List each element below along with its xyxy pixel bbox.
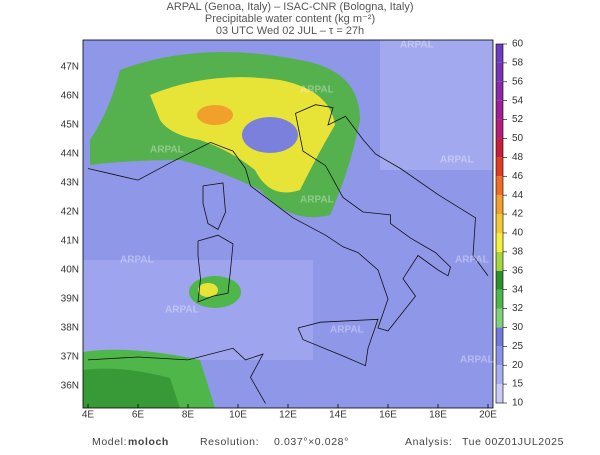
watermark: ARPAL [165,305,199,316]
colorbar-label: 25 [512,341,524,352]
colorbar-label: 32 [512,303,524,314]
lat-label: 43N [61,178,79,189]
colorbar-segment [496,251,503,271]
colorbar-label: 46 [512,171,524,182]
watermark: ARPAL [400,40,434,51]
colorbar-label: 50 [512,133,524,144]
lat-label: 38N [61,323,79,334]
colorbar-segment [496,365,503,385]
lon-label: 10E [229,410,247,421]
colorbar-segment [496,232,503,252]
watermark: ARPAL [440,155,474,166]
colorbar-segment [496,214,503,233]
header-line: 03 UTC Wed 02 JUL – τ = 27h [216,25,364,37]
field-region [242,117,298,153]
watermark: ARPAL [455,255,489,266]
watermark: ARPAL [300,195,334,206]
colorbar-segment [496,81,503,101]
colorbar-label: 40 [512,228,524,239]
colorbar-segment [496,62,503,82]
colorbar-label: 10 [512,398,524,409]
lon-label: 6E [132,410,145,421]
colorbar-segment [496,270,503,290]
lon-label: 20E [479,410,497,421]
colorbar-segment [496,289,503,309]
watermark: ARPAL [460,355,494,366]
lon-label: 16E [379,410,397,421]
colorbar-label: 36 [512,265,524,276]
footer-value: moloch [128,436,169,448]
coastlines [87,104,489,404]
colorbar-label: 34 [512,284,524,295]
field-region [197,105,233,125]
colorbar-segment [496,176,503,196]
coastline [87,347,266,404]
footer-label: Resolution: [200,436,259,448]
colorbar-segment [496,138,503,158]
colorbar-label: 30 [512,322,524,333]
field-region [198,283,218,297]
lat-label: 40N [61,265,79,276]
colorbar-label: 48 [512,152,524,163]
watermark: ARPAL [120,255,154,266]
coastline [202,182,226,230]
lat-label: 37N [61,352,79,363]
coastline [87,104,489,332]
field-region [83,260,313,360]
footer-value: 0.037°×0.028° [274,436,349,448]
lon-label: 8E [182,410,195,421]
colorbar-label: 15 [512,379,524,390]
colorbar-segment [496,100,503,120]
colorbar-segment [496,327,503,347]
colorbar-label: 44 [512,190,524,201]
watermark: ARPAL [150,145,184,156]
colorbar-label: 20 [512,360,524,371]
coastline [197,234,234,303]
colorbar-label: 54 [512,95,524,106]
colorbar-segment [496,346,503,366]
colorbar-label: 42 [512,209,524,220]
colorbar-label: 38 [512,246,524,257]
colorbar-segment [496,44,503,63]
lat-label: 41N [61,236,79,247]
colorbar-label: 52 [512,114,524,125]
lat-label: 44N [61,149,79,160]
footer-label: Model: [92,436,127,448]
map [83,40,493,408]
colorbar-label: 58 [512,58,524,69]
header-line: ARPAL (Genoa, Italy) – ISAC-CNR (Bologna… [167,1,414,13]
colorbar-label: 60 [512,39,524,50]
colorbar-segment [496,384,503,403]
header-line: Precipitable water content (kg m⁻²) [205,13,375,25]
lat-label: 42N [61,207,79,218]
lon-label: 14E [329,410,347,421]
footer-label: Analysis: [405,436,452,448]
lon-label: 4E [82,410,95,421]
field-region [83,368,180,408]
lat-label: 36N [61,381,79,392]
colorbar-label: 56 [512,76,524,87]
watermark: ARPAL [330,325,364,336]
colorbar-segment [496,157,503,177]
lat-label: 47N [61,62,79,73]
lat-label: 45N [61,120,79,131]
coastline [297,318,379,367]
colorbar-segment [496,308,503,328]
lat-label: 46N [61,91,79,102]
lon-label: 18E [429,410,447,421]
lat-label: 39N [61,294,79,305]
lon-label: 12E [279,410,297,421]
footer-value: Tue 00Z01JUL2025 [462,436,564,448]
colorbar-segment [496,195,503,215]
colorbar-segment [496,119,503,139]
colorbar-frame [495,43,504,404]
watermark: ARPAL [300,85,334,96]
field-region [380,40,493,170]
